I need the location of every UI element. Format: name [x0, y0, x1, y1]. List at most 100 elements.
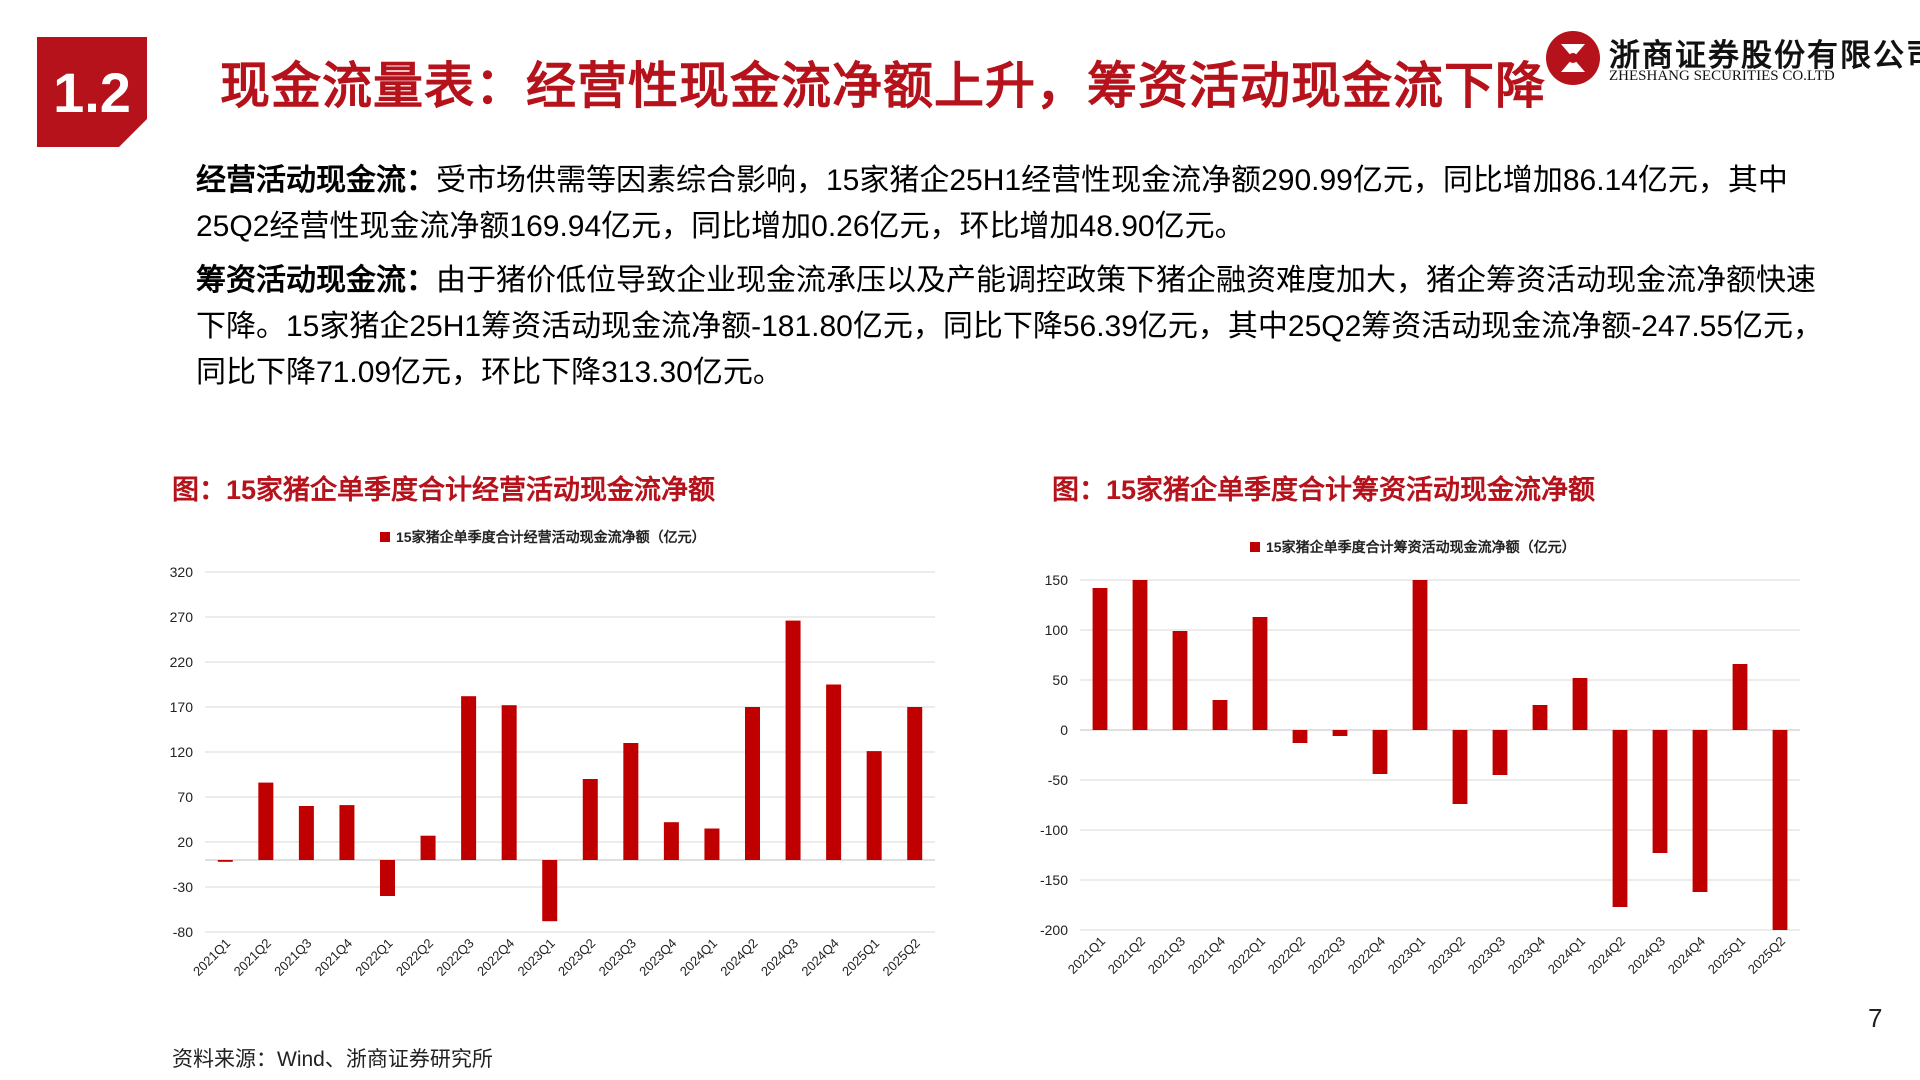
x-tick-label: 2022Q2	[393, 936, 436, 979]
bar-2024Q3	[1652, 730, 1668, 853]
x-tick-label: 2024Q3	[758, 936, 801, 979]
operating-cashflow-chart: 15家猪企单季度合计经营活动现金流净额（亿元） -80 -30 20 70 120 170 2…	[170, 529, 935, 979]
y-tick-label: 120	[170, 744, 194, 760]
brand-name-en: ZHESHANG SECURITIES CO.LTD	[1609, 68, 1835, 84]
legend-swatch	[380, 532, 390, 542]
bar-2024Q4	[1692, 730, 1708, 892]
financing-cashflow-paragraph: 筹资活动现金流：由于猪价低位导致企业现金流承压以及产能调控政策下猪企融资难度加大…	[196, 258, 1836, 396]
zheshang-logo-icon	[1546, 31, 1600, 85]
x-tick-label: 2023Q2	[555, 936, 598, 979]
bar-2022Q4	[501, 705, 517, 860]
x-tick-label: 2022Q1	[352, 936, 395, 979]
y-tick-label: -50	[1048, 772, 1068, 788]
bar-2021Q3	[1172, 631, 1188, 730]
bar-2021Q4	[1212, 700, 1228, 730]
bar-2023Q2	[582, 779, 598, 860]
y-tick-label: -150	[1040, 872, 1068, 888]
y-tick-label: 320	[170, 564, 194, 580]
x-tick-label: 2021Q1	[1065, 934, 1108, 977]
y-tick-label: 170	[170, 699, 194, 715]
financing-cashflow-label: 筹资活动现金流：	[196, 264, 436, 297]
x-tick-label: 2021Q2	[1105, 934, 1148, 977]
bar-2025Q2	[1772, 730, 1788, 930]
bar-2025Q1	[866, 751, 882, 860]
x-tick-label: 2021Q1	[190, 936, 233, 979]
y-tick-label: 70	[177, 789, 193, 805]
bar-2024Q2	[1612, 730, 1628, 907]
bar-2025Q2	[907, 707, 923, 860]
x-tick-label: 2022Q1	[1225, 934, 1268, 977]
page-number: 7	[1868, 1003, 1883, 1033]
x-tick-label: 2023Q1	[515, 936, 558, 979]
bar-2023Q4	[663, 822, 679, 860]
x-tick-label: 2022Q3	[433, 936, 476, 979]
bar-2022Q3	[461, 696, 477, 860]
bar-2021Q1	[217, 860, 233, 862]
bar-2021Q3	[298, 806, 314, 860]
x-tick-label: 2021Q4	[312, 936, 355, 979]
y-tick-label: -100	[1040, 822, 1068, 838]
x-tick-label: 2024Q3	[1625, 934, 1668, 977]
x-tick-label: 2023Q4	[636, 936, 679, 979]
y-tick-label: 220	[170, 654, 194, 670]
bar-2022Q1	[379, 860, 396, 896]
x-tick-label: 2023Q3	[1465, 934, 1508, 977]
x-tick-label: 2024Q2	[1585, 934, 1628, 977]
legend-label: 15家猪企单季度合计筹资活动现金流净额（亿元）	[1266, 539, 1576, 555]
financing-cashflow-chart: 15家猪企单季度合计筹资活动现金流净额（亿元） -200 -150 -100 -50 0 5…	[1040, 539, 1800, 977]
x-tick-label: 2023Q2	[1425, 934, 1468, 977]
x-tick-label: 2021Q3	[271, 936, 314, 979]
bar-2025Q1	[1732, 664, 1748, 730]
bar-2023Q1	[1412, 580, 1428, 730]
x-tick-label: 2025Q1	[1705, 934, 1748, 977]
bar-2024Q4	[826, 684, 842, 860]
y-tick-label: 100	[1045, 622, 1069, 638]
bar-2024Q2	[744, 707, 761, 860]
financing-cashflow-text: 由于猪价低位导致企业现金流承压以及产能调控政策下猪企融资难度加大，猪企筹资活动现…	[196, 264, 1824, 389]
bar-2023Q1	[542, 860, 558, 922]
bar-2022Q2	[1292, 730, 1308, 743]
y-tick-label: 50	[1052, 672, 1068, 688]
bar-2022Q3	[1332, 730, 1348, 736]
x-tick-label: 2022Q3	[1305, 934, 1348, 977]
bar-2022Q1	[1252, 617, 1268, 730]
x-tick-label: 2021Q3	[1145, 934, 1188, 977]
x-tick-label: 2023Q1	[1385, 934, 1428, 977]
bar-2021Q1	[1092, 588, 1108, 730]
legend-swatch	[1250, 542, 1260, 552]
x-tick-label: 2024Q2	[717, 936, 760, 979]
bar-2021Q2	[258, 782, 274, 860]
chart-legend: 15家猪企单季度合计筹资活动现金流净额（亿元）	[1250, 539, 1576, 555]
x-tick-label: 2023Q3	[596, 936, 639, 979]
bar-2021Q4	[339, 805, 355, 860]
page-title: 现金流量表：经营性现金流净额上升，筹资活动现金流下降	[220, 58, 1546, 114]
bar-2021Q2	[1132, 580, 1148, 730]
x-tick-label: 2021Q2	[231, 936, 274, 979]
x-tick-label: 2022Q4	[1345, 934, 1388, 977]
brand-logo: 浙商证券股份有限公司 ZHESHANG SECURITIES CO.LTD	[1545, 30, 1920, 90]
y-tick-label: -200	[1040, 922, 1068, 938]
x-tick-label: 2024Q1	[677, 936, 720, 979]
bar-2024Q3	[785, 620, 801, 860]
x-tick-label: 2025Q2	[880, 936, 923, 979]
source-note: 资料来源：Wind、浙商证券研究所	[172, 1048, 493, 1071]
bar-2022Q4	[1372, 730, 1388, 774]
bar-2023Q2	[1452, 730, 1468, 804]
operating-cashflow-paragraph: 经营活动现金流：受市场供需等因素综合影响，15家猪企25H1经营性现金流净额29…	[196, 158, 1836, 250]
x-tick-label: 2022Q4	[474, 936, 517, 979]
x-tick-label: 2025Q1	[839, 936, 882, 979]
x-tick-label: 2024Q1	[1545, 934, 1588, 977]
x-tick-label: 2025Q2	[1745, 934, 1788, 977]
bar-2024Q1	[704, 828, 720, 860]
bar-2024Q1	[1572, 678, 1588, 730]
x-tick-label: 2024Q4	[798, 936, 841, 979]
brand-name-cn: 浙商证券股份有限公司	[1609, 38, 1920, 73]
y-tick-label: 0	[1060, 722, 1068, 738]
x-tick-label: 2021Q4	[1185, 934, 1228, 977]
y-tick-label: 270	[170, 609, 194, 625]
bar-2023Q4	[1532, 705, 1548, 730]
legend-label: 15家猪企单季度合计经营活动现金流净额（亿元）	[396, 529, 706, 545]
y-tick-label: 150	[1045, 572, 1069, 588]
section-number: 1.2	[53, 60, 131, 124]
x-tick-label: 2023Q4	[1505, 934, 1548, 977]
